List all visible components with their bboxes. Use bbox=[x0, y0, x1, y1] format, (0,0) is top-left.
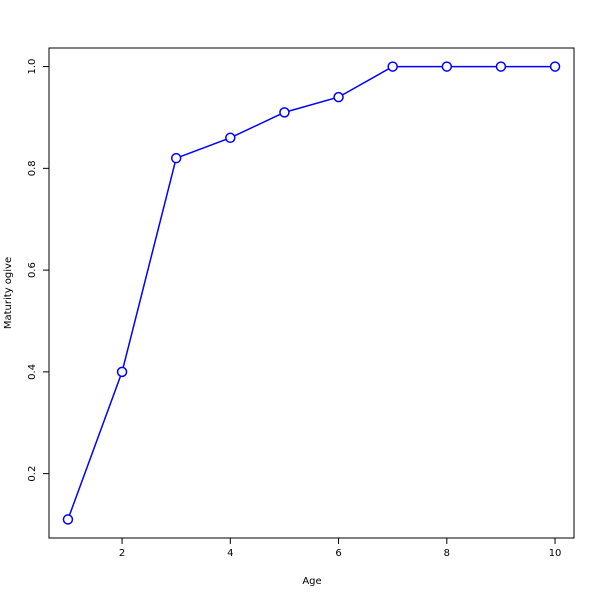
data-point bbox=[333, 91, 344, 103]
data-point bbox=[62, 514, 74, 525]
data-point bbox=[279, 107, 290, 118]
series-line bbox=[67, 65, 556, 520]
x-tick-label: 10 bbox=[549, 548, 562, 559]
x-tick-label: 4 bbox=[227, 548, 233, 559]
data-point bbox=[495, 61, 507, 72]
y-tick-label: 0.6 bbox=[27, 262, 38, 278]
plot-frame bbox=[48, 47, 575, 539]
y-tick-label: 1.0 bbox=[27, 59, 38, 75]
y-tick-label: 0.8 bbox=[27, 160, 38, 176]
data-point bbox=[116, 366, 128, 378]
data-point bbox=[549, 61, 561, 72]
x-tick-label: 2 bbox=[119, 548, 125, 559]
data-point bbox=[225, 132, 236, 144]
y-tick-label: 0.4 bbox=[27, 364, 38, 380]
y-tick-label: 0.2 bbox=[27, 466, 38, 482]
data-point bbox=[170, 152, 182, 164]
x-tick-label: 8 bbox=[444, 548, 450, 559]
x-axis-label: Age bbox=[302, 576, 321, 587]
y-axis-label: Maturity ogive bbox=[3, 257, 14, 329]
x-tick-label: 6 bbox=[335, 548, 341, 559]
data-point bbox=[441, 61, 453, 72]
data-point bbox=[387, 61, 398, 72]
